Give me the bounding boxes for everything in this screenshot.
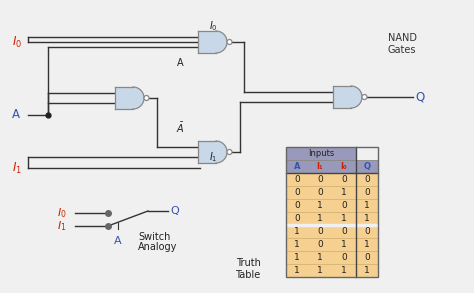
Bar <box>286 264 378 277</box>
Text: Gates: Gates <box>388 45 417 55</box>
Wedge shape <box>351 86 362 108</box>
Wedge shape <box>216 31 227 53</box>
Text: 1: 1 <box>341 214 347 223</box>
Text: 0: 0 <box>364 175 370 184</box>
Text: 0: 0 <box>317 175 323 184</box>
Text: $I_1$: $I_1$ <box>12 161 22 176</box>
Circle shape <box>227 149 232 154</box>
Circle shape <box>144 96 149 100</box>
Text: 1: 1 <box>341 266 347 275</box>
Text: 0: 0 <box>364 253 370 262</box>
Text: 0: 0 <box>341 175 347 184</box>
Text: 1: 1 <box>294 227 300 236</box>
Text: Q: Q <box>415 91 424 103</box>
Bar <box>286 212 378 225</box>
Text: $I_1$: $I_1$ <box>209 150 217 164</box>
Text: Switch: Switch <box>138 232 170 242</box>
Text: I₁: I₁ <box>317 162 323 171</box>
Text: 1: 1 <box>364 240 370 249</box>
Text: 1: 1 <box>341 240 347 249</box>
Text: Table: Table <box>236 270 261 280</box>
Bar <box>286 199 378 212</box>
Text: 0: 0 <box>317 227 323 236</box>
Bar <box>286 160 378 173</box>
Text: 1: 1 <box>294 266 300 275</box>
Text: 1: 1 <box>364 266 370 275</box>
Bar <box>286 186 378 199</box>
Text: 0: 0 <box>294 188 300 197</box>
Bar <box>286 251 378 264</box>
Circle shape <box>227 40 232 45</box>
Text: A: A <box>12 108 20 122</box>
Text: 1: 1 <box>364 201 370 210</box>
Text: A: A <box>294 162 300 171</box>
Bar <box>286 225 378 238</box>
Text: Inputs: Inputs <box>308 149 334 158</box>
Text: A: A <box>177 58 183 68</box>
Text: 1: 1 <box>294 240 300 249</box>
Text: 0: 0 <box>317 188 323 197</box>
Text: $I_0$: $I_0$ <box>209 19 218 33</box>
Bar <box>198 31 216 53</box>
Bar <box>286 173 378 186</box>
Text: 1: 1 <box>341 188 347 197</box>
Bar <box>286 147 378 277</box>
Text: 1: 1 <box>317 266 323 275</box>
Text: 0: 0 <box>364 227 370 236</box>
Text: I₀: I₀ <box>341 162 347 171</box>
Text: 0: 0 <box>364 188 370 197</box>
Bar <box>286 238 378 251</box>
Text: A: A <box>114 236 122 246</box>
Wedge shape <box>133 87 144 109</box>
Text: 0: 0 <box>294 175 300 184</box>
Circle shape <box>362 95 367 100</box>
Text: 1: 1 <box>317 214 323 223</box>
Text: 0: 0 <box>341 201 347 210</box>
Text: Analogy: Analogy <box>138 242 177 252</box>
Text: 0: 0 <box>317 240 323 249</box>
Bar <box>333 86 351 108</box>
Text: $I_0$: $I_0$ <box>12 35 22 50</box>
Text: 1: 1 <box>317 253 323 262</box>
Text: Q: Q <box>364 162 371 171</box>
Text: 1: 1 <box>317 201 323 210</box>
Text: 0: 0 <box>341 253 347 262</box>
Text: Truth: Truth <box>236 258 260 268</box>
Text: $\bar{A}$: $\bar{A}$ <box>176 121 184 135</box>
Wedge shape <box>216 141 227 163</box>
Bar <box>115 87 133 109</box>
Text: 1: 1 <box>294 253 300 262</box>
Text: 0: 0 <box>294 214 300 223</box>
Text: 1: 1 <box>364 214 370 223</box>
Text: 0: 0 <box>294 201 300 210</box>
Bar <box>286 147 356 160</box>
Text: 0: 0 <box>341 227 347 236</box>
Text: $I_0$: $I_0$ <box>57 206 67 220</box>
Bar <box>198 141 216 163</box>
Text: $I_1$: $I_1$ <box>57 219 66 233</box>
Text: NAND: NAND <box>388 33 417 43</box>
Text: Q: Q <box>170 206 179 216</box>
